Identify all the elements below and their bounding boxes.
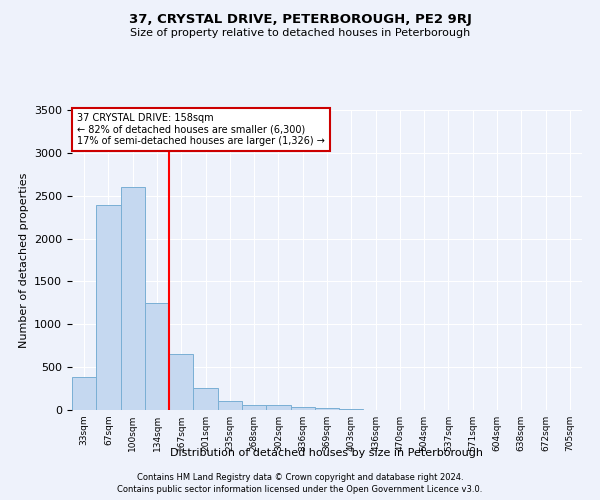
Bar <box>193 388 218 410</box>
Bar <box>339 408 364 410</box>
Bar <box>315 408 339 410</box>
Bar <box>72 378 96 410</box>
Text: Distribution of detached houses by size in Peterborough: Distribution of detached houses by size … <box>170 448 484 458</box>
Bar <box>242 405 266 410</box>
Bar <box>266 405 290 410</box>
Bar <box>169 354 193 410</box>
Bar <box>218 402 242 410</box>
Y-axis label: Number of detached properties: Number of detached properties <box>19 172 29 348</box>
Text: Contains public sector information licensed under the Open Government Licence v3: Contains public sector information licen… <box>118 486 482 494</box>
Text: Contains HM Land Registry data © Crown copyright and database right 2024.: Contains HM Land Registry data © Crown c… <box>137 473 463 482</box>
Bar <box>121 187 145 410</box>
Bar <box>290 406 315 410</box>
Text: 37, CRYSTAL DRIVE, PETERBOROUGH, PE2 9RJ: 37, CRYSTAL DRIVE, PETERBOROUGH, PE2 9RJ <box>128 12 472 26</box>
Bar <box>96 205 121 410</box>
Text: 37 CRYSTAL DRIVE: 158sqm
← 82% of detached houses are smaller (6,300)
17% of sem: 37 CRYSTAL DRIVE: 158sqm ← 82% of detach… <box>77 113 325 146</box>
Bar <box>145 303 169 410</box>
Text: Size of property relative to detached houses in Peterborough: Size of property relative to detached ho… <box>130 28 470 38</box>
